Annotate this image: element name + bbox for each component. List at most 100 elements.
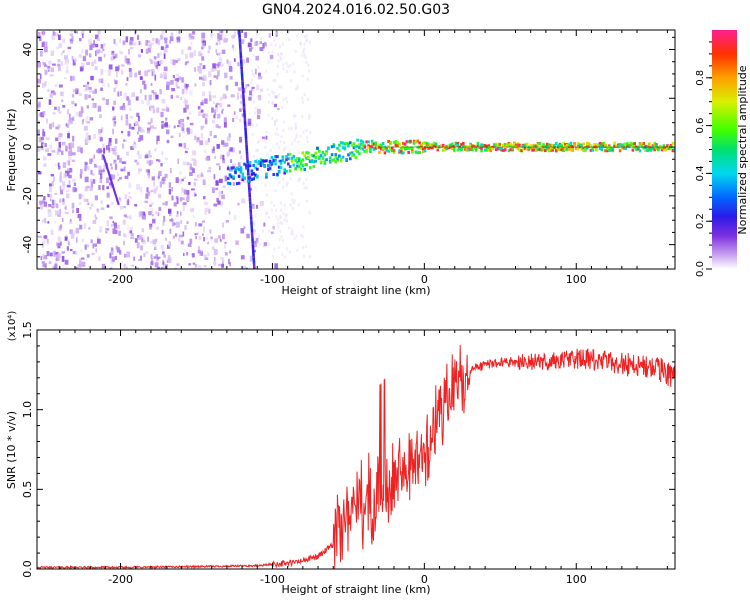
- heatmap-signal-cell: [392, 149, 396, 153]
- heatmap-cell: [124, 194, 128, 200]
- heatmap-cell: [163, 254, 166, 258]
- heatmap-cell: [181, 178, 184, 182]
- heatmap-signal-cell: [372, 142, 376, 146]
- heatmap-signal-cell: [660, 146, 664, 150]
- heatmap-cell: [275, 215, 278, 219]
- heatmap-cell: [252, 205, 255, 209]
- heatmap-cell: [277, 59, 280, 63]
- heatmap-cell: [308, 114, 311, 118]
- heatmap-cell: [259, 41, 263, 44]
- heatmap-cell: [257, 65, 260, 69]
- heatmap-signal-cell: [305, 156, 308, 160]
- heatmap-signal-cell: [250, 169, 254, 173]
- heatmap-signal-cell: [299, 167, 303, 171]
- heatmap-cell: [164, 157, 168, 161]
- heatmap-cell: [162, 179, 166, 185]
- heatmap-signal-cell: [613, 141, 616, 145]
- heatmap-streak-cell: [241, 83, 244, 87]
- heatmap-streak-cell: [241, 80, 244, 83]
- heatmap-cell: [91, 98, 94, 101]
- heatmap-cell: [52, 112, 56, 115]
- heatmap-cell: [75, 266, 78, 269]
- heatmap-cell: [212, 63, 216, 69]
- heatmap-streak-cell: [239, 52, 242, 55]
- heatmap-cell: [64, 206, 67, 209]
- heatmap-cell: [180, 97, 182, 100]
- heatmap-cell: [255, 148, 258, 152]
- heatmap-cell: [187, 84, 190, 88]
- heatmap-cell: [151, 214, 154, 217]
- heatmap-cell: [53, 199, 56, 203]
- heatmap-cell: [302, 50, 305, 54]
- heatmap-cell: [123, 166, 126, 172]
- heatmap-cell: [172, 59, 176, 66]
- heatmap-cell: [286, 100, 289, 104]
- heatmap-signal-cell: [487, 144, 491, 148]
- heatmap-signal-cell: [343, 142, 347, 146]
- heatmap-cell: [249, 47, 252, 52]
- heatmap-cell: [90, 75, 94, 81]
- heatmap-cell: [166, 107, 170, 112]
- heatmap-signal-cell: [584, 147, 587, 151]
- heatmap-signal-cell: [376, 145, 379, 149]
- heatmap-cell: [75, 111, 80, 117]
- heatmap-cell: [270, 42, 273, 46]
- heatmap-cell: [152, 218, 156, 224]
- heatmap-cell: [69, 33, 73, 36]
- heatmap-cell: [292, 114, 295, 118]
- heatmap-cell: [243, 88, 246, 93]
- heatmap-cell: [130, 233, 134, 237]
- heatmap-streak-cell: [250, 233, 254, 237]
- heatmap-cell: [43, 143, 47, 148]
- heatmap-streak-cell: [246, 157, 249, 161]
- heatmap-streak-cell: [251, 248, 255, 252]
- heatmap-cell: [127, 224, 130, 230]
- heatmap-cell: [184, 61, 188, 66]
- heatmap-signal-cell: [622, 146, 626, 150]
- heatmap-cell: [58, 141, 61, 148]
- heatmap-cell: [189, 171, 193, 177]
- heatmap-streak-cell: [238, 37, 242, 40]
- y-tick-label: 1.5: [21, 321, 34, 339]
- heatmap-signal-cell: [474, 147, 478, 151]
- heatmap-cell: [91, 61, 94, 67]
- heatmap-signal-cell: [338, 148, 341, 152]
- heatmap-cell: [296, 86, 299, 90]
- heatmap-cell: [119, 157, 122, 163]
- heatmap-signal-cell: [638, 142, 642, 146]
- heatmap-cell: [95, 50, 100, 54]
- heatmap-cell: [44, 81, 47, 87]
- heatmap-cell: [198, 111, 202, 117]
- heatmap-streak-cell: [248, 193, 251, 196]
- heatmap-cell: [289, 203, 292, 207]
- heatmap-signal-cell: [462, 145, 465, 149]
- heatmap-cell: [229, 262, 232, 267]
- heatmap-cell: [130, 230, 133, 234]
- heatmap-cell: [61, 61, 63, 67]
- heatmap-cell: [180, 211, 182, 216]
- heatmap-cell: [201, 32, 206, 39]
- heatmap-cell: [265, 212, 268, 216]
- heatmap-signal-cell: [432, 144, 436, 148]
- heatmap-cell: [109, 216, 113, 220]
- heatmap-cell: [156, 135, 160, 141]
- heatmap-cell: [57, 252, 62, 258]
- heatmap-signal-cell: [657, 148, 660, 152]
- heatmap-streak-cell: [243, 113, 246, 116]
- heatmap-signal-cell: [567, 147, 571, 151]
- heatmap-signal-cell: [472, 146, 476, 150]
- heatmap-cell: [305, 186, 308, 190]
- heatmap-signal-cell: [483, 144, 487, 148]
- heatmap-cell: [155, 254, 159, 258]
- heatmap-cell: [114, 229, 118, 234]
- heatmap-cell: [170, 58, 172, 64]
- heatmap-cell: [305, 199, 308, 203]
- heatmap-signal-cell: [394, 143, 398, 147]
- heatmap-cell: [129, 227, 133, 230]
- heatmap-cell: [226, 151, 231, 156]
- x-tick-label: -200: [108, 573, 133, 586]
- heatmap-signal-cell: [323, 153, 327, 157]
- heatmap-cell: [52, 63, 56, 66]
- heatmap-cell: [259, 37, 262, 41]
- heatmap-signal-cell: [319, 160, 323, 164]
